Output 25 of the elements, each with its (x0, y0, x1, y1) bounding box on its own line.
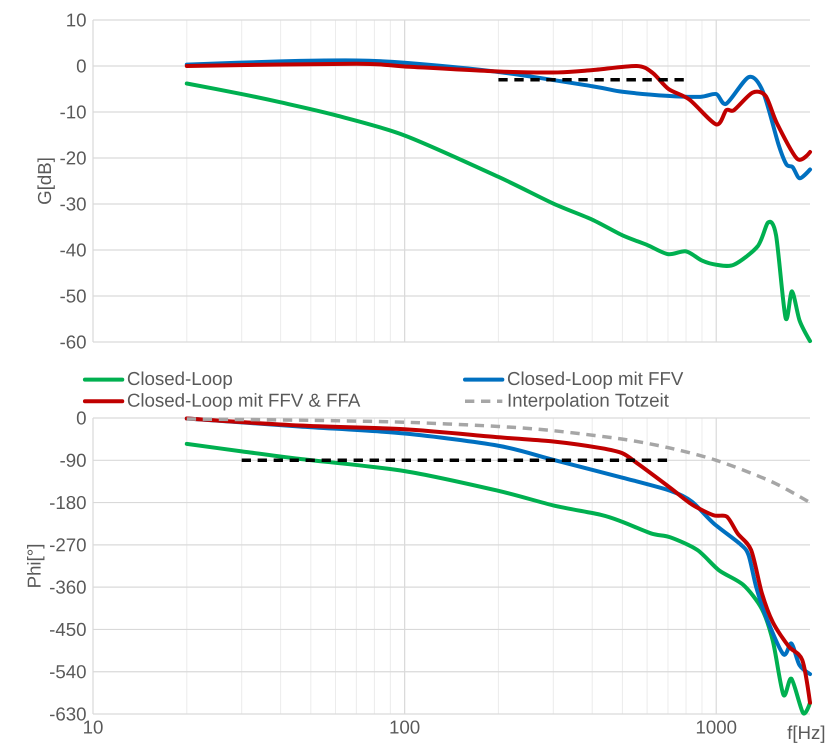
legend-label: Closed-Loop mit FFV & FFA (128, 393, 360, 411)
legend-label: Closed-Loop (128, 371, 232, 389)
legend-label: Interpolation Totzeit (508, 393, 669, 411)
y-tick-label: -10 (60, 105, 86, 119)
x-axis-title: f[Hz] (787, 725, 824, 743)
x-tick-label: 1000 (696, 720, 736, 734)
y-tick-label: -540 (50, 665, 86, 678)
y-tick-label: 0 (76, 411, 86, 425)
x-tick-label: 100 (390, 720, 420, 734)
y-tick-label: -180 (50, 496, 86, 510)
y-axis-title: G[dB] (37, 158, 55, 204)
y-tick-label: -450 (50, 622, 86, 636)
y-tick-label: 0 (76, 59, 86, 73)
y-tick-label: -630 (50, 707, 86, 721)
y-tick-label: -90 (60, 454, 86, 467)
y-tick-label: -40 (60, 243, 86, 257)
y-tick-label: -270 (50, 538, 86, 552)
y-axis-title: Phi[°] (27, 544, 44, 587)
y-tick-label: -360 (50, 580, 86, 594)
y-tick-label: -20 (60, 151, 86, 165)
y-tick-label: 10 (67, 13, 86, 27)
y-tick-label: -50 (60, 289, 86, 303)
y-tick-label: -60 (60, 335, 86, 349)
legend-label: Closed-Loop mit FFV (508, 371, 684, 389)
y-tick-label: -30 (60, 197, 86, 211)
